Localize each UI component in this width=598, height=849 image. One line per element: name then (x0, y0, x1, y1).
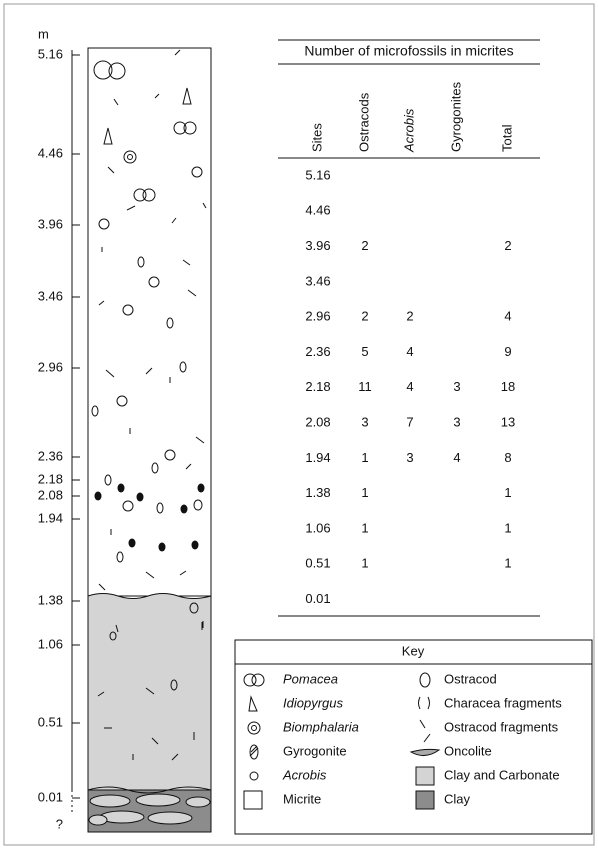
site-cell: 2.08 (305, 415, 330, 430)
count-cell: 3 (453, 379, 460, 394)
count-cell: 3 (361, 415, 368, 430)
count-cell: 8 (504, 450, 511, 465)
depth-label: 0.51 (38, 714, 63, 729)
scale-unit: m (38, 26, 49, 41)
count-cell: 4 (504, 309, 511, 324)
key-label: Characea fragments (444, 695, 562, 710)
site-cell: 0.51 (305, 556, 330, 571)
count-cell: 2 (361, 309, 368, 324)
count-cell: 1 (504, 556, 511, 571)
count-cell: 2 (361, 238, 368, 253)
count-cell: 2 (406, 309, 413, 324)
key-label: Clay and Carbonate (444, 767, 560, 782)
count-cell: 7 (406, 415, 413, 430)
count-cell: 18 (501, 379, 515, 394)
depth-label: 2.96 (38, 359, 63, 374)
count-cell: 3 (453, 415, 460, 430)
count-cell: 4 (406, 344, 413, 359)
count-cell: 1 (504, 520, 511, 535)
count-cell: 1 (361, 520, 368, 535)
site-cell: 1.38 (305, 485, 330, 500)
count-cell: 1 (361, 485, 368, 500)
key-label: Clay (444, 791, 471, 806)
key-label: Pomacea (283, 671, 338, 686)
column-header: Total (499, 124, 514, 152)
fossil-symbols (91, 49, 207, 761)
depth-label: ? (56, 816, 63, 831)
table-title: Number of microfossils in micrites (304, 43, 513, 59)
key-label: Micrite (283, 791, 321, 806)
site-cell: 2.36 (305, 344, 330, 359)
site-cell: 1.94 (305, 450, 330, 465)
site-cell: 5.16 (305, 167, 330, 182)
site-cell: 1.06 (305, 520, 330, 535)
count-cell: 9 (504, 344, 511, 359)
depth-label: 3.46 (38, 288, 63, 303)
count-cell: 1 (504, 485, 511, 500)
count-cell: 5 (361, 344, 368, 359)
count-cell: 13 (501, 415, 515, 430)
key-label: Ostracod fragments (444, 719, 559, 734)
key-label: Gyrogonite (283, 743, 347, 758)
depth-label: 2.36 (38, 448, 63, 463)
depth-label: 1.06 (38, 636, 63, 651)
column-header: Acrobis (401, 108, 416, 153)
key-label: Acrobis (282, 767, 327, 782)
table: Number of microfossils in micrites (278, 39, 540, 617)
depth-label: 5.16 (38, 46, 63, 61)
site-cell: 3.46 (305, 273, 330, 288)
count-cell: 3 (406, 450, 413, 465)
depth-label: 4.46 (38, 145, 63, 160)
key-title: Key (402, 643, 425, 658)
strat-column (87, 47, 212, 833)
key-label: Ostracod (444, 671, 497, 686)
site-cell: 2.18 (305, 379, 330, 394)
depth-scale: m (38, 26, 73, 815)
site-cell: 3.96 (305, 238, 330, 253)
key-label: Biomphalaria (283, 719, 359, 734)
depth-label: 2.18 (38, 471, 63, 486)
depth-label: 1.94 (38, 510, 63, 525)
count-cell: 11 (358, 379, 372, 394)
count-cell: 2 (504, 238, 511, 253)
depth-label: 0.01 (38, 789, 63, 804)
column-header: Sites (309, 123, 324, 152)
site-cell: 2.96 (305, 309, 330, 324)
depth-label: 1.38 (38, 592, 63, 607)
depth-label: 2.08 (38, 487, 63, 502)
count-cell: 1 (361, 556, 368, 571)
count-cell: 1 (361, 450, 368, 465)
depth-label: 3.96 (38, 216, 63, 231)
column-header: Ostracods (356, 92, 371, 152)
column-header: Gyrogonites (448, 81, 463, 152)
count-cell: 4 (453, 450, 460, 465)
key-label: Oncolite (444, 743, 492, 758)
frame (3, 3, 595, 846)
key-label: Idiopyrgus (283, 695, 343, 710)
site-cell: 4.46 (305, 203, 330, 218)
count-cell: 4 (406, 379, 413, 394)
key: Key (234, 639, 593, 835)
site-cell: 0.01 (305, 591, 330, 606)
